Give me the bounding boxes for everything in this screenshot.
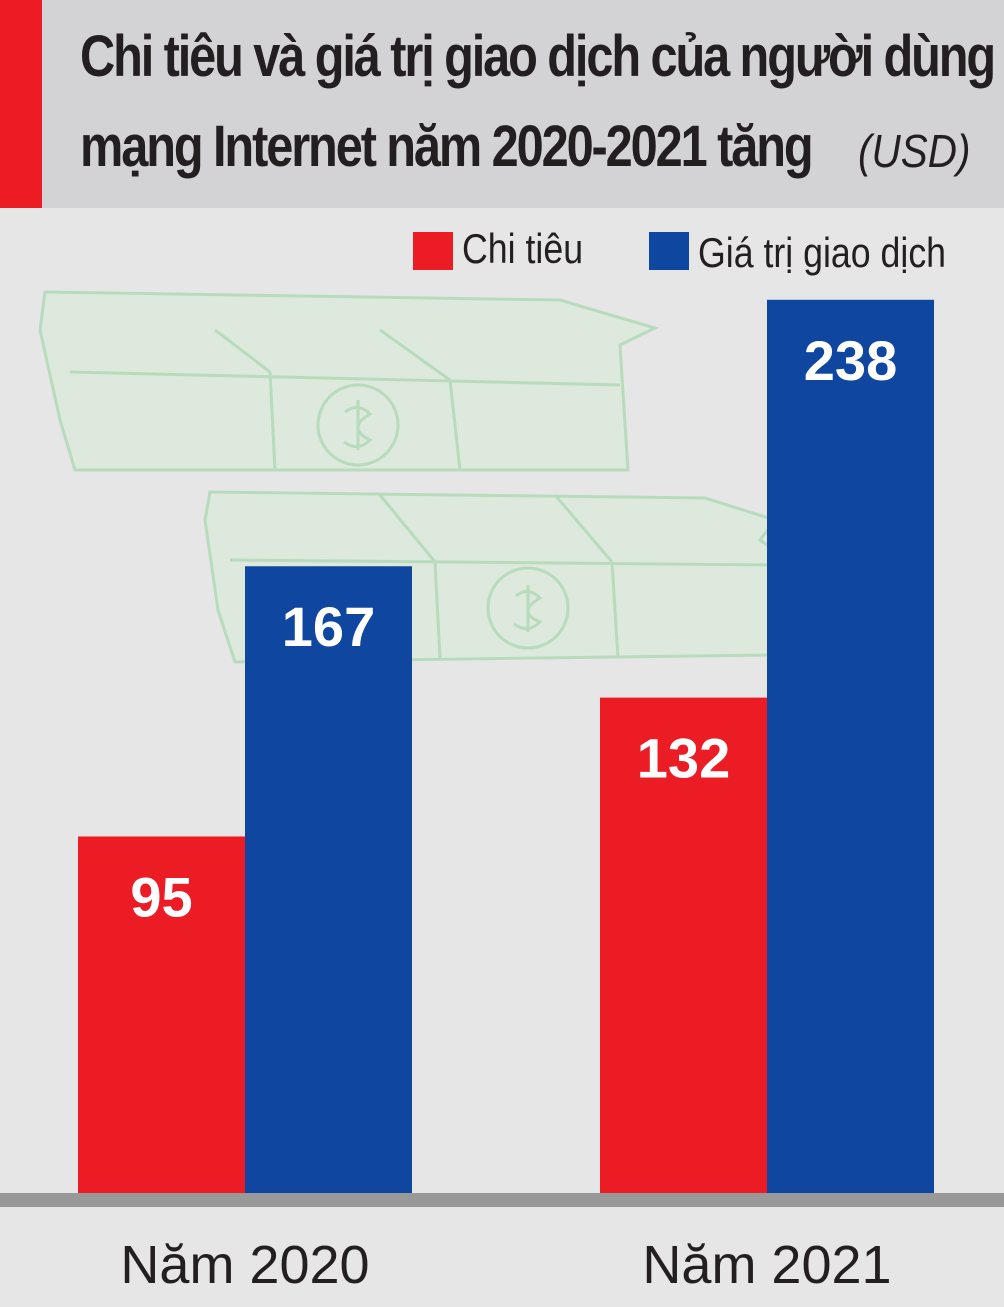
chart-title-line-2: mạng Internet năm 2020-2021 tăng xyxy=(80,114,814,179)
money-stack-icon xyxy=(38,290,790,664)
legend-label-chi-tieu: Chi tiêu xyxy=(462,225,584,272)
bars-group: 95 167 132 238 xyxy=(78,299,934,1193)
bar-0-0 xyxy=(78,836,245,1193)
legend-swatch-gia-tri-giao-dich xyxy=(649,232,689,270)
unit-label: (USD) xyxy=(858,125,971,177)
bar-1-1 xyxy=(767,299,934,1193)
bar-1-0 xyxy=(600,697,767,1193)
chart-title-line-1: Chi tiêu và giá trị giao dịch của người … xyxy=(80,24,996,89)
x-axis-baseline xyxy=(0,1193,1004,1207)
bar-value-label: 132 xyxy=(637,727,730,790)
bar-value-label: 167 xyxy=(282,595,375,658)
category-labels: Năm 2020 Năm 2021 xyxy=(120,1235,891,1295)
category-label: Năm 2020 xyxy=(120,1235,369,1295)
bar-0-1 xyxy=(245,566,412,1193)
bar-value-label: 95 xyxy=(130,865,192,928)
legend-label-gia-tri-giao-dich: Giá trị giao dịch xyxy=(698,229,947,276)
chart-header: Chi tiêu và giá trị giao dịch của người … xyxy=(0,0,1004,208)
bar-value-label: 238 xyxy=(804,329,897,392)
legend-swatch-chi-tieu xyxy=(413,232,453,270)
accent-bar xyxy=(0,0,42,208)
category-label: Năm 2021 xyxy=(642,1235,891,1295)
